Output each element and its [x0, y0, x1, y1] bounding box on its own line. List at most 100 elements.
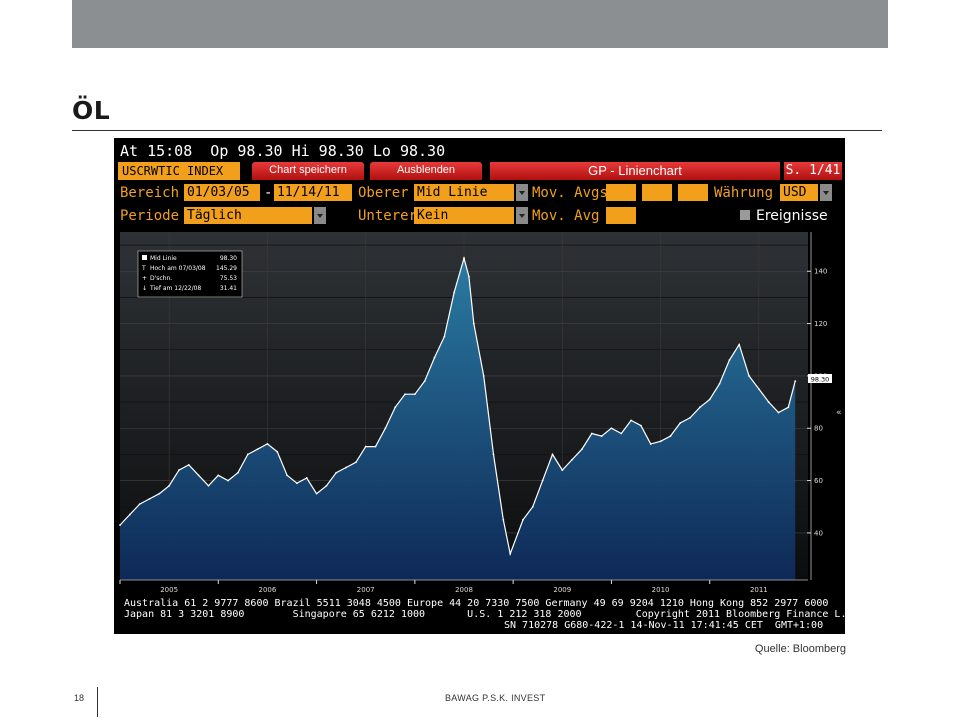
data-point [463, 257, 465, 260]
data-point [158, 492, 161, 495]
data-point [757, 388, 760, 390]
data-point [531, 505, 534, 508]
data-point [472, 322, 475, 325]
page-indicator: S. 1/41 [784, 162, 842, 180]
data-point [178, 469, 180, 472]
y-tick-label: 140 [814, 268, 827, 276]
data-point [168, 484, 171, 487]
data-point [187, 463, 190, 466]
period-dropdown-icon[interactable] [314, 207, 326, 224]
function-tabbar: USCRWTIC INDEX Chart speichern Ausblende… [118, 162, 842, 180]
data-point [374, 445, 377, 448]
data-point [522, 518, 524, 521]
data-point [698, 406, 701, 409]
data-point [767, 401, 770, 403]
chart-name-bar: GP - Linienchart [490, 162, 780, 180]
series-area [120, 258, 796, 580]
price-tag-box [808, 374, 832, 383]
data-point [246, 453, 249, 456]
data-point [276, 450, 279, 453]
session-line: SN 710278 G680-422-1 14-Nov-11 17:41:45 … [504, 620, 824, 631]
upper-select[interactable]: Mid Linie [414, 184, 514, 201]
data-point [325, 484, 328, 487]
data-point [777, 411, 780, 414]
low-marker-icon: ↓ [142, 285, 147, 292]
x-tick-label: 2010 [652, 586, 670, 594]
price-tag: 98.30 [808, 374, 832, 384]
header-bar [72, 0, 888, 48]
data-point [207, 484, 210, 487]
lower-label: Unterer [358, 208, 418, 224]
data-point [649, 443, 652, 445]
data-point [482, 375, 485, 377]
end-date-field[interactable]: 11/14/11 [274, 184, 352, 201]
data-point [600, 435, 603, 437]
legend-mid-value: 98.30 [220, 255, 237, 262]
data-point [502, 518, 505, 521]
data-point [413, 393, 416, 396]
x-tick-label: 2007 [357, 586, 375, 594]
data-point [443, 335, 446, 338]
price-chart: 4060801001201402005200620072008200920102… [119, 232, 842, 594]
start-date-field[interactable]: 01/03/05 [184, 184, 260, 201]
data-point [659, 440, 662, 443]
mov-avg-field-3[interactable] [678, 184, 708, 201]
events-label: Ereignisse [756, 208, 828, 224]
x-tick-label: 2011 [750, 586, 768, 594]
hide-tab[interactable]: Ausblenden [370, 162, 482, 180]
data-point [571, 458, 574, 461]
legend-low-label: Tief am 12/22/08 [149, 285, 201, 292]
y-tick-label: 120 [814, 320, 827, 328]
data-point [492, 453, 495, 456]
mov-avg-field-2[interactable] [642, 184, 672, 201]
legend-high-label: Hoch am 07/03/08 [150, 265, 206, 272]
upper-label: Oberer [358, 185, 409, 201]
data-point [364, 445, 367, 448]
data-point [335, 471, 338, 474]
data-point [620, 432, 623, 435]
data-point [630, 419, 632, 422]
title-divider [72, 130, 882, 131]
data-point [286, 474, 288, 477]
data-point [610, 427, 613, 430]
data-point [541, 479, 544, 482]
lower-dropdown-icon[interactable] [516, 207, 528, 224]
data-point [561, 469, 564, 472]
legend-mid-label: Mid Linie [150, 255, 177, 262]
quote-line: At 15:08 Op 98.30 Hi 98.30 Lo 98.30 [120, 142, 446, 160]
data-point [148, 497, 151, 500]
legend-swatch [142, 255, 147, 260]
mov-avgs-label: Mov. Avgs [532, 185, 608, 201]
mov-avg-field[interactable] [606, 207, 636, 224]
data-point [509, 552, 512, 555]
data-point [305, 477, 308, 479]
data-point [354, 461, 357, 464]
data-point [787, 406, 790, 409]
data-point [728, 359, 731, 362]
data-point [669, 435, 672, 437]
period-select[interactable]: Täglich [184, 207, 312, 224]
period-row: Periode Täglich Unterer Kein Mov. Avg Er… [118, 206, 842, 226]
currency-select[interactable]: USD [780, 184, 818, 201]
page-number: 18 [74, 693, 85, 703]
data-point [197, 474, 200, 477]
x-tick-label: 2006 [259, 586, 277, 594]
contacts-line-2: Japan 81 3 3201 8900 Singapore 65 6212 1… [124, 609, 845, 620]
y-tick-label: 80 [814, 425, 823, 433]
data-point [794, 380, 797, 383]
ticker-field[interactable]: USCRWTIC INDEX [118, 162, 240, 180]
mov-avg-field-1[interactable] [606, 184, 636, 201]
x-tick-label: 2008 [455, 586, 473, 594]
x-tick-label: 2009 [553, 586, 571, 594]
events-checkbox[interactable] [740, 210, 750, 220]
collapse-chevron-icon[interactable]: « [836, 408, 842, 418]
upper-dropdown-icon[interactable] [516, 184, 528, 201]
data-point [217, 474, 220, 477]
lower-select[interactable]: Kein [414, 207, 514, 224]
range-label: Bereich [120, 185, 180, 201]
y-tick-label: 40 [814, 529, 823, 537]
currency-dropdown-icon[interactable] [820, 184, 832, 201]
source-note: Quelle: Bloomberg [754, 643, 846, 655]
legend-avg-label: D'schn. [150, 275, 172, 282]
save-chart-tab[interactable]: Chart speichern [252, 162, 364, 180]
